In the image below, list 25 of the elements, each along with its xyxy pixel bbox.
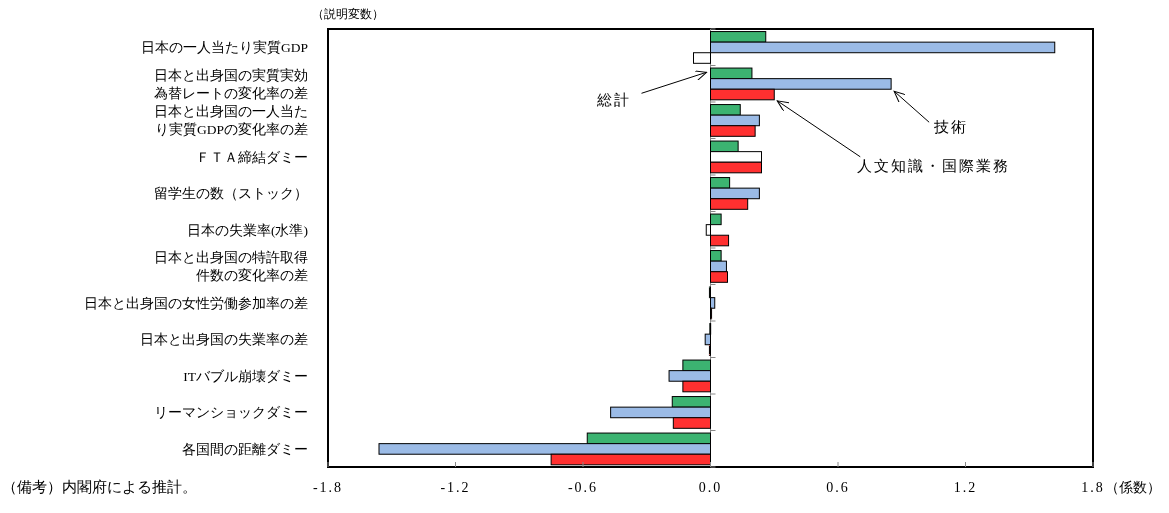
y-tick-label: 日本と出身国の特許取得件数の変化率の差 xyxy=(154,250,308,284)
x-tick-label: 0.6 xyxy=(826,480,850,495)
y-tick-label: 日本の失業率(水準) xyxy=(187,222,308,238)
text: 人文知識・国際業務 xyxy=(857,157,1011,174)
y-tick-label: 日本の一人当たり実質GDP xyxy=(140,40,308,56)
text: （備考）内閣府による推計。 xyxy=(2,479,197,495)
x-tick-label: -1.8 xyxy=(312,480,344,495)
text: 総計 xyxy=(595,92,631,109)
y-tick-label: リーマンショックダミー xyxy=(154,405,308,421)
x-tick-label: 1.2 xyxy=(953,480,978,495)
x-tick-label: 1.8 xyxy=(1081,480,1105,495)
x-axis-title: （係数） xyxy=(1105,480,1161,495)
y-tick-label: 日本と出身国の実質実効為替レートの変化率の差 xyxy=(154,67,308,101)
y-tick-label: 留学生の数（ストック） xyxy=(154,186,308,202)
y-tick-label: ＦＴＡ締結ダミー xyxy=(196,149,308,165)
y-tick-label: 日本と出身国の一人当たり実質GDPの変化率の差 xyxy=(154,104,308,138)
y-tick-label: 各国間の距離ダミー xyxy=(182,441,308,457)
y-tick-label: 日本と出身国の失業率の差 xyxy=(140,332,308,348)
y-axis-title: （説明変数） xyxy=(312,7,384,21)
text: 技術 xyxy=(933,119,969,136)
y-tick-label: 日本と出身国の女性労働参加率の差 xyxy=(84,295,308,311)
y-tick-label: ITバブル崩壊ダミー xyxy=(183,368,308,384)
x-tick-label: -1.2 xyxy=(440,480,471,495)
x-tick-label: -0.6 xyxy=(567,480,599,495)
x-tick-label: 0.0 xyxy=(698,480,723,495)
